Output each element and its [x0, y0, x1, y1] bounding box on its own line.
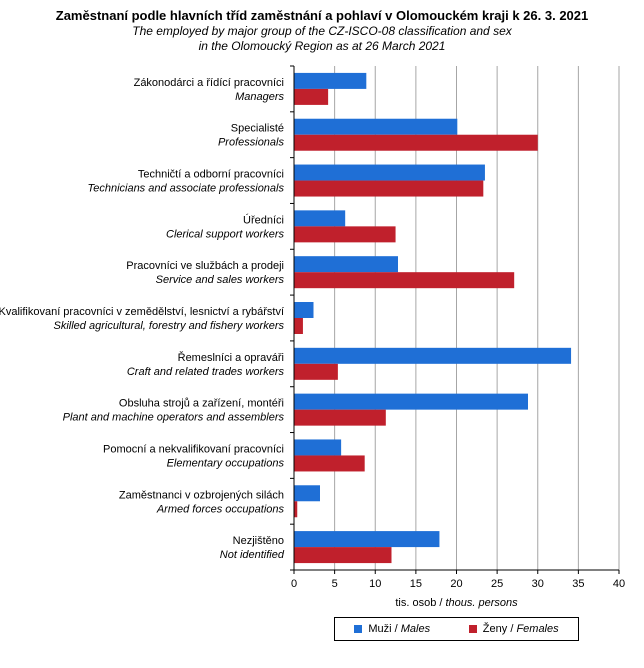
x-axis-label: tis. osob / thous. persons: [395, 597, 518, 609]
bar-males: [294, 256, 398, 273]
category-label-cz: Úředníci: [243, 213, 284, 226]
x-tick-label: 10: [369, 578, 381, 590]
legend: Muži / Males Ženy / Females: [334, 617, 579, 641]
category-label-cz: Nezjištěno: [233, 535, 284, 547]
bar-males: [294, 439, 342, 456]
x-tick-label: 35: [572, 578, 584, 590]
bar-females: [294, 409, 386, 426]
legend-item-males: Muži / Males: [354, 623, 430, 635]
legend-label-females: Ženy / Females: [482, 623, 559, 635]
bar-males: [294, 531, 440, 548]
category-label-en: Skilled agricultural, forestry and fishe…: [54, 320, 285, 332]
category-label-en: Managers: [235, 91, 284, 103]
category-label-en: Technicians and associate professionals: [88, 183, 285, 195]
chart-title: Zaměstnaní podle hlavních tříd zaměstnán…: [55, 8, 589, 23]
bar-females: [294, 318, 303, 334]
category-label-en: Plant and machine operators and assemble…: [63, 412, 285, 424]
chart-subtitle-line1: The employed by major group of the CZ-IS…: [132, 24, 512, 38]
chart-title-block: Zaměstnaní podle hlavních tříd zaměstnán…: [0, 8, 644, 54]
category-label-cz: Zaměstnanci v ozbrojených silách: [119, 489, 284, 501]
bar-males: [294, 72, 367, 89]
x-tick-label: 20: [450, 578, 462, 590]
category-label-cz: Kvalifikovaní pracovníci v zemědělství, …: [0, 306, 284, 318]
bar-females: [294, 134, 538, 151]
category-label-cz: Obsluha strojů a zařízení, montéři: [119, 398, 284, 410]
bar-females: [294, 180, 484, 197]
legend-swatch-males: [354, 625, 363, 633]
category-label-en: Armed forces occupations: [156, 503, 285, 515]
category-label-en: Elementary occupations: [167, 457, 285, 469]
category-label-cz: Řemeslníci a opraváři: [178, 351, 284, 364]
x-tick-label: 5: [332, 578, 338, 590]
category-label-en: Craft and related trades workers: [127, 366, 285, 378]
bar-males: [294, 164, 485, 181]
x-tick-label: 0: [291, 578, 297, 590]
category-label-cz: Techničtí a odborní pracovníci: [138, 169, 284, 181]
chart-subtitle-line2: in the Olomoucký Region as at 26 March 2…: [198, 39, 446, 53]
category-label-cz: Specialisté: [231, 123, 284, 135]
x-tick-label: 25: [491, 578, 503, 590]
bar-females: [294, 547, 392, 564]
bar-females: [294, 88, 329, 105]
x-tick-label: 30: [532, 578, 544, 590]
bar-males: [294, 485, 320, 502]
category-label-en: Clerical support workers: [166, 228, 284, 240]
category-label-cz: Pracovníci ve službách a prodeji: [126, 260, 284, 272]
bar-males: [294, 393, 528, 410]
bar-females: [294, 226, 396, 243]
bar-females: [294, 272, 515, 289]
x-tick-label: 15: [410, 578, 422, 590]
bar-males: [294, 118, 458, 135]
bar-females: [294, 501, 298, 518]
legend-item-females: Ženy / Females: [468, 623, 559, 635]
bar-females: [294, 363, 338, 380]
category-label-cz: Zákonodárci a řídící pracovníci: [134, 77, 284, 89]
x-tick-label: 40: [613, 578, 625, 590]
category-label-en: Service and sales workers: [156, 274, 285, 286]
bar-females: [294, 455, 365, 472]
category-label-cz: Pomocní a nekvalifikovaní pracovníci: [103, 443, 284, 455]
bar-males: [294, 302, 314, 318]
category-label-en: Professionals: [218, 137, 285, 149]
bar-males: [294, 210, 346, 227]
legend-swatch-females: [468, 625, 477, 633]
legend-label-males: Muži / Males: [368, 623, 431, 635]
category-label-en: Not identified: [220, 549, 285, 561]
bar-males: [294, 347, 572, 364]
